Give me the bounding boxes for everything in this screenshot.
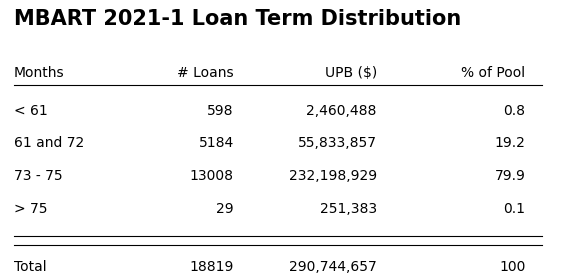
Text: 18819: 18819 — [189, 260, 234, 274]
Text: 232,198,929: 232,198,929 — [289, 169, 377, 183]
Text: MBART 2021-1 Loan Term Distribution: MBART 2021-1 Loan Term Distribution — [14, 9, 461, 29]
Text: 0.8: 0.8 — [503, 104, 526, 118]
Text: 251,383: 251,383 — [320, 202, 377, 216]
Text: 2,460,488: 2,460,488 — [307, 104, 377, 118]
Text: Total: Total — [14, 260, 46, 274]
Text: 290,744,657: 290,744,657 — [289, 260, 377, 274]
Text: UPB ($): UPB ($) — [324, 66, 377, 80]
Text: 13008: 13008 — [190, 169, 234, 183]
Text: 61 and 72: 61 and 72 — [14, 137, 84, 150]
Text: < 61: < 61 — [14, 104, 47, 118]
Text: # Loans: # Loans — [177, 66, 234, 80]
Text: 73 - 75: 73 - 75 — [14, 169, 62, 183]
Text: % of Pool: % of Pool — [461, 66, 526, 80]
Text: 29: 29 — [216, 202, 234, 216]
Text: 79.9: 79.9 — [495, 169, 526, 183]
Text: Months: Months — [14, 66, 64, 80]
Text: 100: 100 — [499, 260, 526, 274]
Text: 598: 598 — [207, 104, 234, 118]
Text: 0.1: 0.1 — [503, 202, 526, 216]
Text: 19.2: 19.2 — [495, 137, 526, 150]
Text: > 75: > 75 — [14, 202, 47, 216]
Text: 5184: 5184 — [198, 137, 234, 150]
Text: 55,833,857: 55,833,857 — [298, 137, 377, 150]
